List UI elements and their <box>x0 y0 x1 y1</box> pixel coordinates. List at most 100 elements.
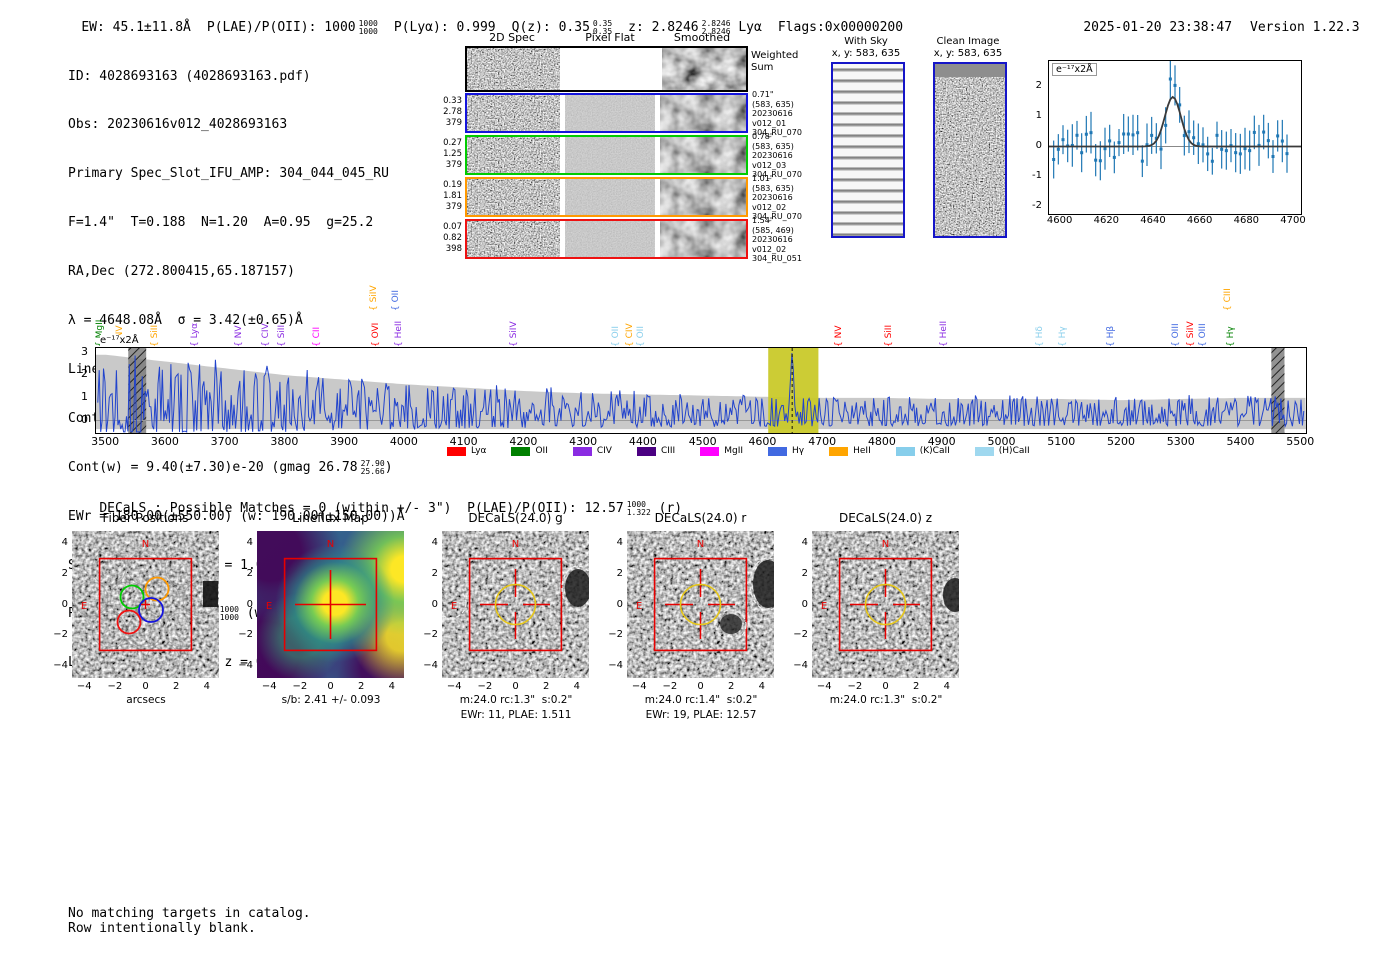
cutout-y-tick: 4 <box>616 537 623 549</box>
legend-swatch <box>895 446 915 456</box>
main-x-tick: 5400 <box>1226 435 1255 448</box>
legend-label: CIII <box>660 446 676 456</box>
catalog-ellipses <box>941 574 959 616</box>
legend-item-Hγ: Hγ <box>768 446 804 456</box>
extract-box <box>98 557 193 652</box>
aperture-circle <box>864 583 907 626</box>
main-y-tick: 1 <box>81 389 88 403</box>
legend-item-MgII: MgII <box>700 446 743 456</box>
cutout-x-tick: −2 <box>292 681 308 692</box>
compass-east-label: E <box>636 601 642 612</box>
cutout-y-tick: 2 <box>801 567 808 579</box>
main-unit-label: e⁻¹⁷x2Å <box>100 335 139 346</box>
inset-y-tick: 0 <box>1035 139 1042 151</box>
catalog-ellipses <box>442 565 589 678</box>
main-x-tick: 4800 <box>867 435 896 448</box>
legend-swatch <box>447 446 466 456</box>
inset-x-tick: 4600 <box>1046 215 1073 226</box>
line-label-heii: { HeII <box>938 320 949 347</box>
header-flags: Flags:0x00000200 <box>777 20 904 35</box>
main-x-tick: 4500 <box>688 435 717 448</box>
cutout-y-tick: 0 <box>246 598 253 610</box>
cutout-x-tick: 0 <box>327 681 334 692</box>
legend-label: MgII <box>724 446 744 456</box>
legend-label: CIV <box>596 446 612 456</box>
dark-source-blob <box>203 581 218 607</box>
decals-r-overlay: N E <box>636 539 774 652</box>
weighted-smoothed-image <box>662 48 746 90</box>
legend-label: HeII <box>853 446 871 456</box>
main-x-tick: 5000 <box>987 435 1016 448</box>
main-x-tick: 3700 <box>210 435 239 448</box>
info-radec: RA,Dec (272.800415,65.187157) <box>68 264 295 280</box>
crosshair <box>850 569 920 639</box>
dark-source-blob <box>565 569 589 607</box>
crosshair <box>665 569 735 639</box>
cutout-y-tick: −2 <box>608 629 623 641</box>
cutout-x-tick: −4 <box>446 681 462 692</box>
line-label-lyα: { Lyα <box>189 322 200 347</box>
with-sky-title: With Sky x, y: 583, 635 <box>831 36 901 59</box>
cutout-x-tick: −4 <box>816 681 832 692</box>
info-obs: Obs: 20230616v012_4028693163 <box>68 117 288 133</box>
clean-image-topband <box>935 64 1005 77</box>
cutout-x-tick: 4 <box>388 681 395 692</box>
legend-item-CIV: CIV <box>572 446 612 456</box>
compass-east-label: E <box>821 601 827 612</box>
header-plya: P(Lyα): 0.999 <box>393 20 496 35</box>
legend-swatch <box>768 446 788 456</box>
info-primary: Primary Spec_Slot_IFU_AMP: 304_044_045_R… <box>68 166 389 182</box>
cutout-y-tick: 4 <box>246 537 253 549</box>
line-label-ciii: { CIII <box>1222 288 1233 311</box>
cutout-y-tick: 0 <box>801 598 808 610</box>
legend-item-CIII: CIII <box>636 446 676 456</box>
compass-east-label: E <box>81 601 87 612</box>
fiber-row-weights: 0.07 0.82 398 <box>443 222 462 254</box>
report-version: Version 1.22.3 <box>1250 20 1360 35</box>
main-x-tick: 4200 <box>509 435 538 448</box>
info-cont-w: Cont(w) = 9.40(±7.30)e-20 (gmag 26.78 27.… <box>68 458 393 476</box>
fiber-positions-image: N E <box>72 531 219 678</box>
line-label-nv: { NV <box>234 325 245 347</box>
cutout-y-tick: 4 <box>801 537 808 549</box>
line-label-hγ: { Hγ <box>1058 326 1069 347</box>
line-label-oii: { OII <box>610 326 621 347</box>
legend-swatch <box>700 446 720 456</box>
header-right: 2025-01-20 23:38:47 Version 1.22.3 <box>1052 5 1360 50</box>
lineflux-note: s/b: 2.41 +/- 0.093 <box>281 694 381 706</box>
fiber-row-weights: 0.33 2.78 379 <box>443 96 462 128</box>
main-x-tick: 3600 <box>150 435 179 448</box>
compass-north-label: N <box>142 539 149 550</box>
ifu-fiber-grid <box>73 550 218 678</box>
extract-box <box>653 557 748 652</box>
cutout-x-tick: 4 <box>573 681 580 692</box>
line-label-civ: { CIV <box>625 323 636 347</box>
cutout-x-tick: 4 <box>203 681 210 692</box>
main-x-tick: 5200 <box>1106 435 1135 448</box>
main-x-tick: 5300 <box>1166 435 1195 448</box>
cutout-x-tick: 0 <box>512 681 519 692</box>
inset-x-tick: 4620 <box>1093 215 1120 226</box>
decals-r-note1: m:24.0 rc:1.4" s:0.2" <box>644 694 758 706</box>
inset-unit-label: e⁻¹⁷x2Å <box>1052 63 1097 76</box>
decals-z-note1: m:24.0 rc:1.3" s:0.2" <box>829 694 943 706</box>
dark-source-blob-2 <box>720 614 742 634</box>
cutout-y-tick: 2 <box>61 567 68 579</box>
report-datetime: 2025-01-20 23:38:47 <box>1083 20 1233 35</box>
legend-label: Hγ <box>792 446 805 456</box>
inset-x-tick: 4700 <box>1280 215 1306 226</box>
line-label-hγ: { Hγ <box>1225 326 1236 347</box>
clean-image <box>933 62 1007 238</box>
legend-swatch <box>511 446 531 456</box>
info-lambda: λ = 4648.08Å σ = 3.42(±0.65)Å <box>68 313 303 329</box>
cutout-title-decals-r: DECaLS(24.0) r <box>654 511 747 525</box>
inset-y-tick: 1 <box>1035 109 1042 121</box>
legend-swatch <box>829 446 849 456</box>
linefit-inset-canvas <box>1049 57 1301 181</box>
decals-match-line: DECaLS : Possible Matches = 0 (within +/… <box>99 500 683 517</box>
weighted-sum-strip <box>465 46 748 92</box>
info-seeing: F=1.4" T=0.188 N=1.20 A=0.95 g=25.2 <box>68 215 374 231</box>
fiber-row-info: 0.78" (583, 635) 20230616 v012_03 304_RU… <box>752 132 802 180</box>
compass-north-label: N <box>882 539 889 550</box>
